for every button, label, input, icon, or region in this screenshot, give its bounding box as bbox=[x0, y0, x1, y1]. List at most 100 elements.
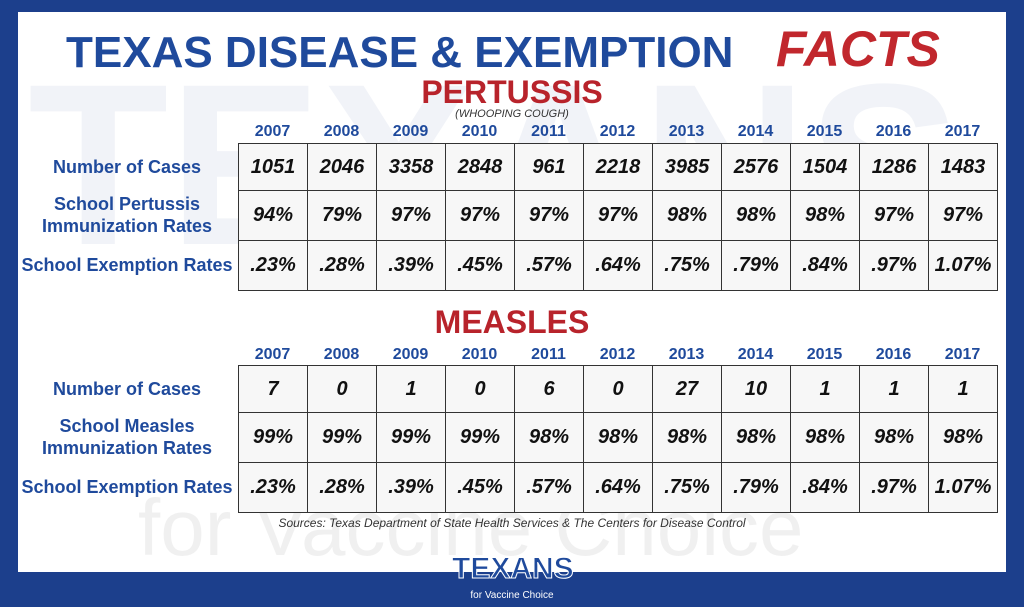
title: TEXAS DISEASE & EXEMPTION bbox=[66, 28, 734, 77]
row-label: School Pertussis Immunization Rates bbox=[41, 194, 213, 236]
year-header: 2007 bbox=[254, 123, 291, 140]
year-header: 2016 bbox=[875, 346, 912, 363]
year-header: 2016 bbox=[875, 123, 912, 140]
table-cell: 27 bbox=[652, 365, 722, 413]
year-header: 2010 bbox=[461, 346, 498, 363]
table-cell: 7 bbox=[238, 365, 308, 413]
table-cell: 98% bbox=[721, 412, 791, 463]
table-cell: 98% bbox=[721, 190, 791, 241]
year-header: 2012 bbox=[599, 123, 636, 140]
title-emphasis: FACTS bbox=[776, 21, 940, 77]
year-header: 2009 bbox=[392, 123, 429, 140]
table-cell: 0 bbox=[307, 365, 377, 413]
table-cell: 2848 bbox=[445, 143, 515, 191]
table-cell: .45% bbox=[445, 240, 515, 291]
table-cell: .75% bbox=[652, 240, 722, 291]
row-label: School Exemption Rates bbox=[21, 477, 233, 497]
table-cell: 97% bbox=[859, 190, 929, 241]
table-cell: 0 bbox=[583, 365, 653, 413]
table-cell: 98% bbox=[790, 412, 860, 463]
year-header: 2014 bbox=[737, 346, 774, 363]
logo-tagline: for Vaccine Choice bbox=[470, 590, 554, 601]
year-header: 2013 bbox=[668, 346, 705, 363]
year-header: 2017 bbox=[944, 346, 981, 363]
row-label: Number of Cases bbox=[52, 156, 202, 177]
table-cell: 97% bbox=[514, 190, 584, 241]
row-label: School Measles Immunization Rates bbox=[41, 416, 213, 458]
table-cell: 10 bbox=[721, 365, 791, 413]
table-cell: .23% bbox=[238, 240, 308, 291]
table-cell: 99% bbox=[238, 412, 308, 463]
year-header: 2009 bbox=[392, 346, 429, 363]
section-title: PERTUSSIS bbox=[421, 74, 603, 110]
year-header: 2008 bbox=[323, 123, 360, 140]
table-cell: .23% bbox=[238, 462, 308, 513]
table-cell: 1483 bbox=[928, 143, 998, 191]
panel: TEXANS for Vaccine Choice TEXAS DISEASE … bbox=[18, 12, 1006, 572]
table-cell: 1.07% bbox=[928, 240, 998, 291]
table-cell: 1504 bbox=[790, 143, 860, 191]
table-cell: 98% bbox=[583, 412, 653, 463]
year-header: 2013 bbox=[668, 123, 705, 140]
section-title: MEASLES bbox=[434, 304, 590, 340]
table-cell: .64% bbox=[583, 462, 653, 513]
table-cell: 98% bbox=[652, 190, 722, 241]
row-label: Number of Cases bbox=[52, 378, 202, 399]
table-cell: .64% bbox=[583, 240, 653, 291]
table-cell: 97% bbox=[376, 190, 446, 241]
source: Sources: Texas Department of State Healt… bbox=[278, 516, 746, 530]
table-cell: 1 bbox=[376, 365, 446, 413]
table-cell: .97% bbox=[859, 240, 929, 291]
year-header: 2012 bbox=[599, 346, 636, 363]
table-cell: .39% bbox=[376, 240, 446, 291]
table-cell: .84% bbox=[790, 240, 860, 291]
table-cell: 2218 bbox=[583, 143, 653, 191]
year-header: 2007 bbox=[254, 346, 291, 363]
table-cell: 2576 bbox=[721, 143, 791, 191]
table-cell: .97% bbox=[859, 462, 929, 513]
table-cell: 98% bbox=[514, 412, 584, 463]
table-cell: .75% bbox=[652, 462, 722, 513]
table-cell: 0 bbox=[445, 365, 515, 413]
table-cell: 1.07% bbox=[928, 462, 998, 513]
year-header: 2014 bbox=[737, 123, 774, 140]
table-cell: 94% bbox=[238, 190, 308, 241]
year-header: 2011 bbox=[531, 346, 566, 363]
logo-name: TEXANS bbox=[452, 552, 575, 586]
table-cell: 99% bbox=[307, 412, 377, 463]
table-cell: 98% bbox=[790, 190, 860, 241]
table-cell: .79% bbox=[721, 240, 791, 291]
year-header: 2011 bbox=[531, 123, 566, 140]
table-cell: 97% bbox=[583, 190, 653, 241]
row-label: School Exemption Rates bbox=[21, 255, 233, 275]
table-cell: 98% bbox=[928, 412, 998, 463]
table-cell: 1 bbox=[859, 365, 929, 413]
table-cell: 1286 bbox=[859, 143, 929, 191]
table-cell: 6 bbox=[514, 365, 584, 413]
table-cell: .45% bbox=[445, 462, 515, 513]
table-cell: 961 bbox=[514, 143, 584, 191]
year-header: 2015 bbox=[806, 346, 843, 363]
table-cell: .28% bbox=[307, 462, 377, 513]
table-cell: 98% bbox=[859, 412, 929, 463]
table-cell: 1 bbox=[928, 365, 998, 413]
table-cell: .28% bbox=[307, 240, 377, 291]
table-cell: 99% bbox=[376, 412, 446, 463]
table-cell: .79% bbox=[721, 462, 791, 513]
year-header: 2008 bbox=[323, 346, 360, 363]
table-cell: .57% bbox=[514, 240, 584, 291]
table-cell: .57% bbox=[514, 462, 584, 513]
table-cell: .39% bbox=[376, 462, 446, 513]
year-header: 2017 bbox=[944, 123, 981, 140]
table-cell: .84% bbox=[790, 462, 860, 513]
section-subtitle: (WHOOPING COUGH) bbox=[455, 108, 569, 120]
year-header: 2010 bbox=[461, 123, 498, 140]
year-header: 2015 bbox=[806, 123, 843, 140]
table-cell: 98% bbox=[652, 412, 722, 463]
table-cell: 1051 bbox=[238, 143, 308, 191]
table-cell: 1 bbox=[790, 365, 860, 413]
table-cell: 79% bbox=[307, 190, 377, 241]
table-cell: 2046 bbox=[307, 143, 377, 191]
table-cell: 97% bbox=[928, 190, 998, 241]
